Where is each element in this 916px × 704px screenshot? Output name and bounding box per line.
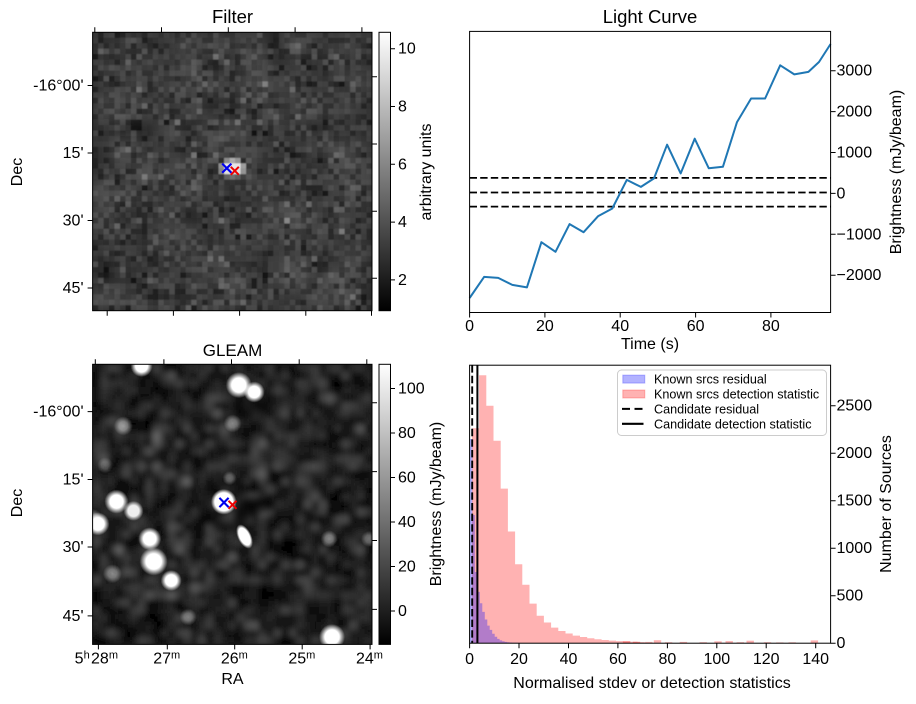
svg-text:30': 30' xyxy=(63,539,84,556)
svg-text:20: 20 xyxy=(536,318,554,335)
svg-text:15': 15' xyxy=(63,145,84,162)
svg-text:26m: 26m xyxy=(221,650,249,668)
svg-text:−1000: −1000 xyxy=(837,226,882,243)
svg-text:3000: 3000 xyxy=(837,63,873,80)
svg-text:Number of Sources: Number of Sources xyxy=(878,435,895,573)
svg-text:1500: 1500 xyxy=(837,493,873,510)
svg-text:Dec: Dec xyxy=(9,489,26,517)
svg-text:Known srcs residual: Known srcs residual xyxy=(654,373,767,387)
svg-text:Light Curve: Light Curve xyxy=(603,6,698,27)
svg-text:-16°00': -16°00' xyxy=(33,404,83,421)
svg-text:25m: 25m xyxy=(288,650,316,668)
svg-text:arbitrary units: arbitrary units xyxy=(418,124,435,221)
svg-text:2: 2 xyxy=(398,272,407,289)
svg-text:140: 140 xyxy=(802,651,829,668)
svg-text:80: 80 xyxy=(398,425,416,442)
svg-text:Brightness (mJy/beam): Brightness (mJy/beam) xyxy=(888,90,905,255)
svg-text:80: 80 xyxy=(659,651,677,668)
svg-text:40: 40 xyxy=(398,514,416,531)
svg-text:5h 28m: 5h 28m xyxy=(75,650,120,668)
svg-text:Known srcs detection statistic: Known srcs detection statistic xyxy=(654,388,819,402)
svg-text:0: 0 xyxy=(465,318,474,335)
svg-text:Candidate detection statistic: Candidate detection statistic xyxy=(654,417,812,431)
svg-text:60: 60 xyxy=(687,318,705,335)
svg-text:Dec: Dec xyxy=(9,158,26,186)
svg-text:1000: 1000 xyxy=(837,540,873,557)
svg-text:0: 0 xyxy=(837,635,846,652)
svg-text:GLEAM: GLEAM xyxy=(203,341,263,360)
svg-text:30': 30' xyxy=(63,213,84,230)
svg-text:45': 45' xyxy=(63,608,84,625)
svg-text:45': 45' xyxy=(63,280,84,297)
svg-text:60: 60 xyxy=(398,470,416,487)
svg-text:4: 4 xyxy=(398,214,407,231)
svg-text:500: 500 xyxy=(837,588,864,605)
svg-text:40: 40 xyxy=(611,318,629,335)
svg-text:Candidate residual: Candidate residual xyxy=(654,403,759,417)
svg-text:20: 20 xyxy=(510,651,528,668)
svg-text:Normalised stdev or detection: Normalised stdev or detection statistics xyxy=(513,675,790,692)
svg-text:2500: 2500 xyxy=(837,398,873,415)
svg-text:2000: 2000 xyxy=(837,445,873,462)
svg-text:60: 60 xyxy=(609,651,627,668)
svg-text:80: 80 xyxy=(762,318,780,335)
svg-text:15': 15' xyxy=(63,472,84,489)
svg-text:40: 40 xyxy=(560,651,578,668)
svg-text:0: 0 xyxy=(837,185,846,202)
svg-text:-16°00': -16°00' xyxy=(33,78,83,95)
svg-text:8: 8 xyxy=(398,99,407,116)
svg-text:Filter: Filter xyxy=(212,6,253,27)
svg-text:2000: 2000 xyxy=(837,104,873,121)
svg-text:RA: RA xyxy=(221,671,244,688)
svg-text:Brightness (mJy/beam): Brightness (mJy/beam) xyxy=(428,422,445,587)
svg-text:6: 6 xyxy=(398,156,407,173)
svg-text:0: 0 xyxy=(398,603,407,620)
svg-text:Time (s): Time (s) xyxy=(621,336,679,353)
svg-text:−2000: −2000 xyxy=(837,267,882,284)
svg-text:100: 100 xyxy=(398,381,425,398)
svg-text:20: 20 xyxy=(398,559,416,576)
svg-text:1000: 1000 xyxy=(837,145,873,162)
svg-text:27m: 27m xyxy=(153,650,181,668)
svg-text:24m: 24m xyxy=(356,650,384,668)
svg-text:0: 0 xyxy=(465,651,474,668)
svg-text:120: 120 xyxy=(753,651,780,668)
svg-text:100: 100 xyxy=(703,651,730,668)
svg-text:10: 10 xyxy=(398,41,416,58)
